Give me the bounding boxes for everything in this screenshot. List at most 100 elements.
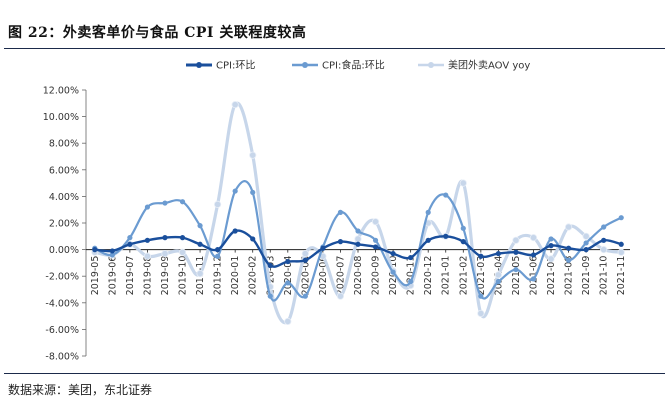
series-1-point <box>478 253 484 259</box>
x-tick-label: 2021-09 <box>581 256 592 296</box>
series-1-point <box>215 247 221 253</box>
x-tick-label: 2019-05 <box>90 256 101 296</box>
series-3-point <box>196 269 204 278</box>
series-group <box>91 101 625 326</box>
y-tick-label: 6.00% <box>49 165 79 176</box>
series-1-point <box>232 228 238 234</box>
series-1-point <box>513 249 519 255</box>
series-1-point <box>372 244 379 250</box>
series-2-point <box>372 237 379 243</box>
y-tick-label: 8.00% <box>49 139 79 150</box>
y-tick-label: -6.00% <box>45 325 79 336</box>
legend-label-3: 美团外卖AOV yoy <box>448 59 530 72</box>
series-2-point <box>267 293 273 299</box>
legend-marker-2 <box>302 62 308 68</box>
legend-label-2: CPI:食品:环比 <box>322 59 385 72</box>
series-2-point <box>478 293 484 299</box>
series-3-point <box>512 236 520 244</box>
series-3-point <box>582 232 590 240</box>
series-2-point <box>408 278 414 285</box>
x-tick-label: 2021-10 <box>599 256 610 296</box>
chart-legend: CPI:环比 CPI:食品:环比 美团外卖AOV yoy <box>186 59 530 72</box>
series-1-point <box>390 250 396 257</box>
series-2-point <box>530 276 537 282</box>
source-rule <box>4 373 665 374</box>
series-1-point <box>197 241 203 247</box>
series-2-point <box>144 204 151 210</box>
series-2-point <box>337 209 344 215</box>
series-3-point <box>354 235 362 243</box>
x-tick-label: 2020-03 <box>265 256 276 296</box>
series-2-point <box>513 266 519 273</box>
series-2-point <box>565 257 572 263</box>
series-2-point <box>425 209 431 215</box>
y-tick-label: 4.00% <box>49 192 79 203</box>
series-2-point <box>443 192 449 198</box>
legend-marker-1 <box>196 62 202 68</box>
x-tick-label: 2020-08 <box>353 256 364 296</box>
series-1-point <box>530 252 537 258</box>
title-rule <box>4 48 665 49</box>
series-2-point <box>179 199 186 205</box>
x-tick-label: 2019-10 <box>178 256 189 296</box>
series-1-point <box>601 237 607 243</box>
series-3-point <box>564 223 573 231</box>
series-1-point <box>127 241 133 247</box>
series-2-point <box>232 188 238 194</box>
series-1-point <box>320 245 326 251</box>
y-tick-label: 12.00% <box>43 86 79 97</box>
series-1-point <box>548 243 554 249</box>
series-1-point <box>460 239 466 245</box>
x-tick-label: 2021-11 <box>616 256 627 296</box>
series-1-point <box>443 233 449 239</box>
series-2-point <box>127 235 133 241</box>
series-1-point <box>618 241 624 247</box>
x-tick-label: 2021-05 <box>511 256 522 296</box>
series-2-point <box>495 278 501 285</box>
series-1-point <box>109 248 115 254</box>
series-3-point <box>301 249 309 258</box>
x-tick-label: 2021-08 <box>564 256 575 296</box>
y-axis: -8.00% -6.00% -4.00% -2.00% 0.00% 2.00% 4.00% 6… <box>43 86 87 363</box>
series-2-point <box>390 269 396 275</box>
series-3-point <box>178 248 187 256</box>
x-tick-label: 2019-08 <box>142 256 153 296</box>
x-tick-label: 2020-01 <box>230 256 241 296</box>
series-1-point <box>267 262 273 269</box>
x-tick-label: 2020-07 <box>335 256 346 296</box>
x-tick-label: 2021-03 <box>476 256 487 296</box>
x-tick-label: 2021-01 <box>441 256 452 296</box>
series-3-point <box>371 218 380 226</box>
series-2-point <box>302 293 308 299</box>
series-1-point <box>583 247 589 253</box>
series-1-point <box>179 235 186 241</box>
series-1-point <box>495 250 501 257</box>
series-2-point <box>162 200 168 206</box>
x-tick-label: 2020-10 <box>388 256 399 296</box>
x-tick-label: 2020-06 <box>318 256 329 296</box>
series-3-point <box>494 271 502 279</box>
series-1-point <box>162 235 168 241</box>
series-1-point <box>250 236 256 242</box>
series-2-point <box>460 225 466 231</box>
x-tick-label: 2019-09 <box>160 256 171 296</box>
series-3-point <box>547 255 555 263</box>
series-3-point <box>214 200 222 208</box>
series-2-point <box>618 215 624 221</box>
legend-label-1: CPI:环比 <box>216 60 255 72</box>
x-tick-label: 2020-12 <box>423 256 434 296</box>
series-1-point <box>425 237 431 243</box>
y-tick-label: 2.00% <box>49 219 79 230</box>
series-3-point <box>249 151 257 159</box>
series-3-point <box>617 248 625 256</box>
source-note: 数据来源：美团，东北证券 <box>8 383 153 397</box>
series-3-point <box>459 179 467 187</box>
series-3-point <box>284 317 292 326</box>
x-tick-label: 2021-06 <box>528 256 539 296</box>
series-3-point <box>161 249 169 258</box>
series-3-point <box>336 292 345 300</box>
series-2-point <box>601 224 607 230</box>
x-tick-label: 2019-07 <box>125 256 136 296</box>
series-3-point <box>143 252 152 260</box>
x-tick-label: 2020-04 <box>283 256 294 296</box>
